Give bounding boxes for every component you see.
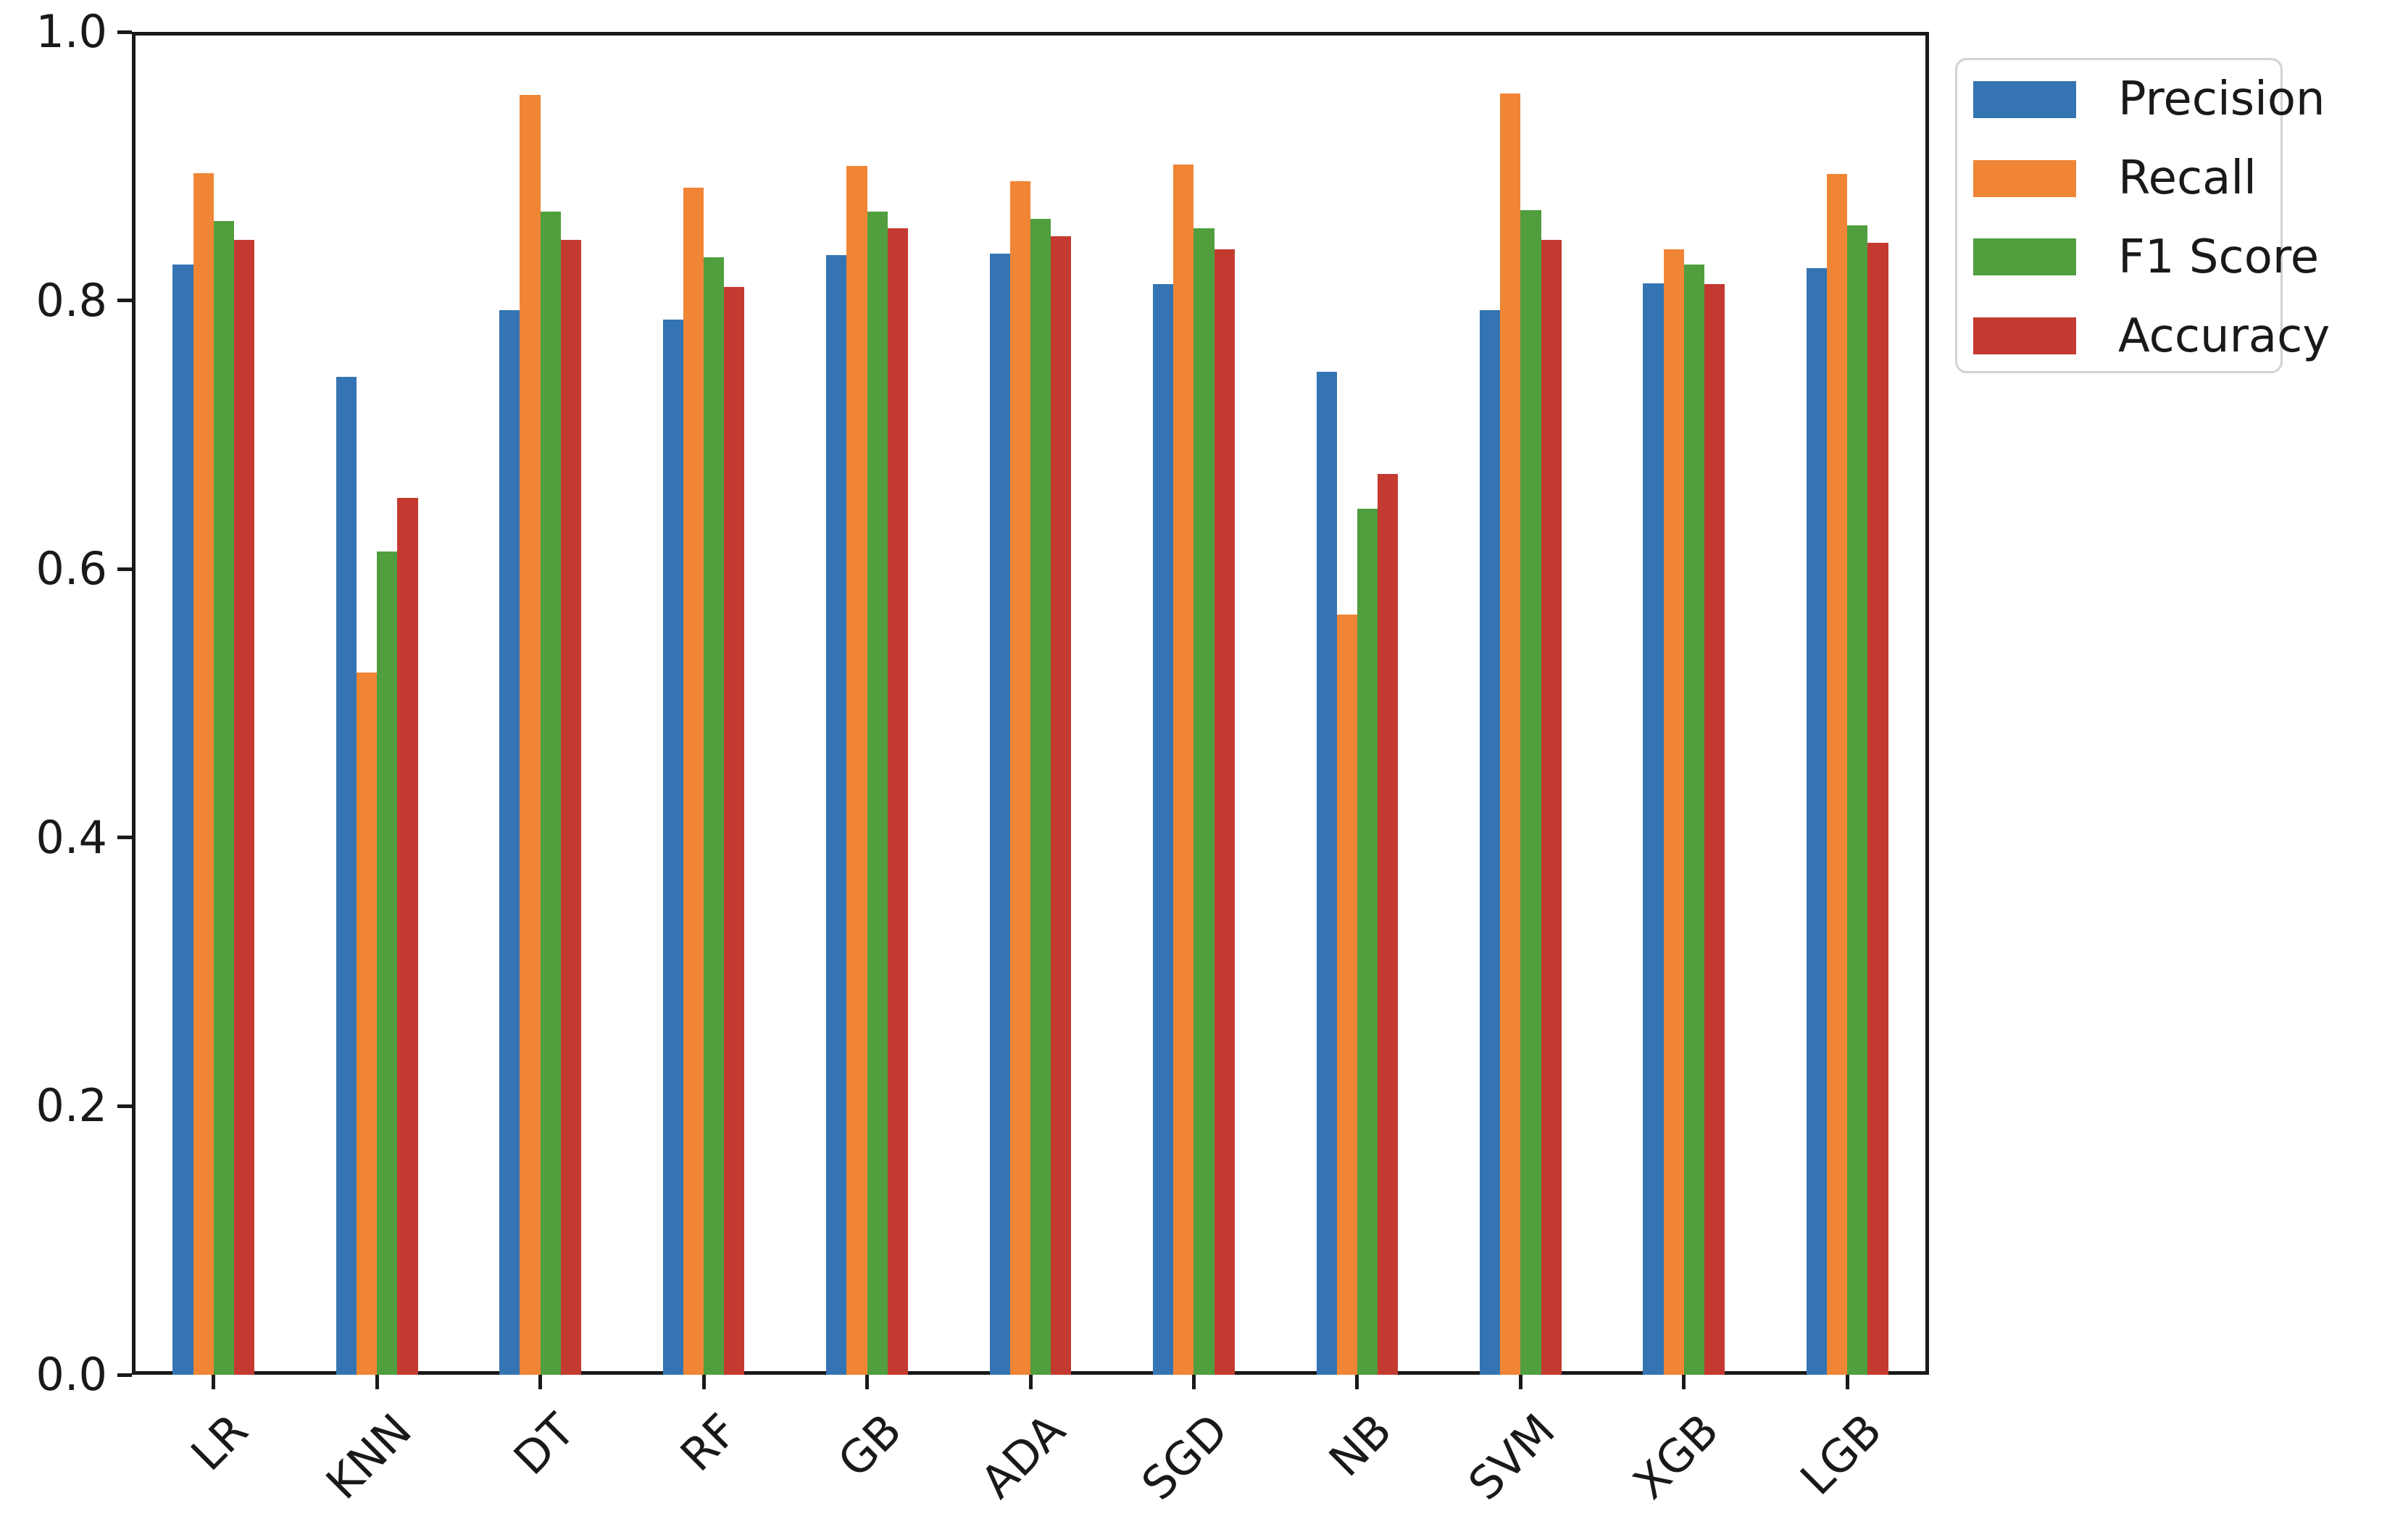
bar-LGB-precision — [1806, 268, 1828, 1375]
legend-row-recall: Recall — [1957, 139, 2280, 218]
x-tick-mark-ADA — [1028, 1375, 1033, 1389]
x-tick-mark-NB — [1355, 1375, 1359, 1389]
y-tick-label-1.0: 1.0 — [36, 5, 107, 58]
bar-LGB-recall — [1827, 174, 1848, 1375]
y-tick-label-0.6: 0.6 — [36, 542, 107, 596]
bar-KNN-recall — [356, 672, 378, 1375]
bar-SVM-f1-score — [1520, 210, 1541, 1375]
bar-NB-recall — [1336, 615, 1357, 1375]
legend-swatch-accuracy — [1973, 317, 2076, 355]
bar-GB-precision — [826, 254, 847, 1375]
bar-LR-accuracy — [233, 240, 255, 1375]
x-tick-mark-DT — [538, 1375, 543, 1389]
bar-ADA-f1-score — [1030, 218, 1051, 1375]
legend-label-f1-score: F1 Score — [2118, 230, 2320, 284]
bar-GB-accuracy — [887, 228, 908, 1375]
bar-DT-recall — [520, 95, 541, 1375]
y-tick-mark-0.8 — [117, 299, 132, 303]
legend-row-accuracy: Accuracy — [1957, 296, 2330, 375]
legend-row-precision: Precision — [1957, 60, 2325, 139]
legend-swatch-precision — [1973, 80, 2076, 118]
bar-SGD-f1-score — [1194, 228, 1215, 1375]
bar-SVM-precision — [1479, 309, 1501, 1375]
bar-LGB-accuracy — [1867, 242, 1888, 1375]
legend-box: Precision Recall F1 Score Accuracy — [1955, 58, 2330, 375]
bar-GB-f1-score — [867, 212, 888, 1375]
y-tick-mark-0.0 — [117, 1373, 132, 1377]
bar-KNN-accuracy — [397, 497, 418, 1375]
y-tick-mark-0.4 — [117, 836, 132, 840]
bar-ADA-precision — [989, 253, 1010, 1375]
bar-ADA-recall — [1009, 180, 1030, 1375]
y-tick-label-0.2: 0.2 — [36, 1079, 107, 1133]
x-tick-label-KNN: KNN — [315, 1403, 422, 1510]
bar-XGB-accuracy — [1704, 284, 1725, 1375]
bar-ADA-accuracy — [1051, 236, 1072, 1375]
bar-NB-f1-score — [1357, 508, 1378, 1375]
bar-KNN-f1-score — [377, 552, 398, 1375]
bar-RF-recall — [683, 187, 704, 1375]
bar-DT-accuracy — [560, 240, 582, 1375]
y-tick-label-0.8: 0.8 — [36, 273, 107, 327]
bar-RF-precision — [662, 319, 683, 1375]
bar-LR-precision — [172, 264, 193, 1375]
bar-GB-recall — [846, 166, 867, 1375]
x-tick-label-RF: RF — [670, 1403, 749, 1482]
bar-SVM-recall — [1500, 93, 1521, 1375]
y-tick-label-0.4: 0.4 — [36, 810, 107, 864]
legend-label-accuracy: Accuracy — [2118, 309, 2330, 363]
x-tick-mark-XGB — [1682, 1375, 1686, 1389]
bar-KNN-precision — [336, 377, 357, 1375]
bar-DT-f1-score — [540, 212, 561, 1375]
bar-LGB-f1-score — [1847, 225, 1868, 1375]
y-tick-mark-0.2 — [117, 1104, 132, 1108]
x-tick-label-ADA: ADA — [970, 1403, 1075, 1509]
legend-row-f1-score: F1 Score — [1957, 218, 2319, 297]
legend-label-precision: Precision — [2118, 72, 2325, 127]
x-tick-mark-RF — [701, 1375, 706, 1389]
bar-LR-recall — [193, 172, 214, 1375]
bar-NB-accuracy — [1378, 473, 1399, 1375]
bar-NB-precision — [1316, 371, 1337, 1375]
y-tick-label-0.0: 0.0 — [36, 1348, 107, 1401]
bar-SVM-accuracy — [1541, 240, 1562, 1375]
x-tick-label-LR: LR — [180, 1403, 259, 1481]
x-tick-label-GB: GB — [828, 1403, 912, 1488]
legend-swatch-f1-score — [1973, 238, 2076, 276]
x-tick-label-LGB: LGB — [1790, 1403, 1892, 1505]
x-tick-label-SVM: SVM — [1458, 1403, 1565, 1511]
x-tick-label-NB: NB — [1318, 1403, 1402, 1487]
y-tick-mark-1.0 — [117, 30, 132, 34]
y-tick-mark-0.6 — [117, 567, 132, 571]
bar-LR-f1-score — [213, 221, 234, 1375]
bar-XGB-recall — [1663, 249, 1684, 1375]
x-tick-mark-LR — [212, 1375, 216, 1389]
bar-SGD-accuracy — [1214, 249, 1235, 1375]
x-tick-mark-SGD — [1191, 1375, 1196, 1389]
x-tick-label-XGB: XGB — [1622, 1403, 1729, 1510]
bar-RF-accuracy — [724, 287, 745, 1375]
x-tick-mark-LGB — [1845, 1375, 1849, 1389]
x-tick-label-SGD: SGD — [1131, 1403, 1238, 1510]
bar-SGD-recall — [1173, 165, 1194, 1375]
bar-SGD-precision — [1153, 284, 1174, 1375]
bar-XGB-f1-score — [1683, 264, 1704, 1375]
legend-swatch-recall — [1973, 159, 2076, 197]
legend-label-recall: Recall — [2118, 151, 2257, 206]
bar-XGB-precision — [1643, 283, 1664, 1375]
x-tick-mark-GB — [865, 1375, 870, 1389]
bar-RF-f1-score — [704, 257, 725, 1375]
x-tick-mark-KNN — [375, 1375, 379, 1389]
x-tick-label-DT: DT — [503, 1403, 586, 1485]
x-tick-mark-SVM — [1518, 1375, 1522, 1389]
bar-DT-precision — [499, 309, 520, 1375]
